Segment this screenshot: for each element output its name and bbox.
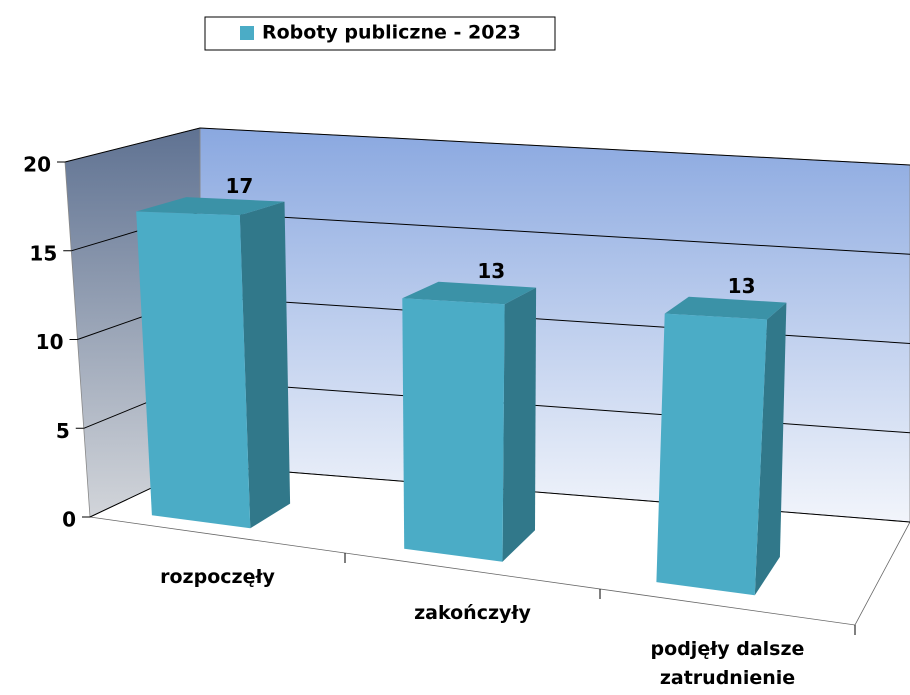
back-wall xyxy=(199,127,910,523)
x-label-box: zakończyły xyxy=(414,602,531,624)
legend: Roboty publiczne - 2023 xyxy=(204,16,556,51)
x-tick-label: podjęły dalsze zatrudnienie xyxy=(650,638,805,689)
bar-side xyxy=(754,302,787,596)
bar-side xyxy=(239,201,291,529)
x-label-box: rozpoczęły xyxy=(160,566,275,588)
bar-top xyxy=(402,281,537,305)
grid-line xyxy=(64,127,910,166)
legend-label: Roboty publiczne - 2023 xyxy=(262,22,521,44)
y-tick-label: 0 xyxy=(62,508,76,532)
y-tick-label: 20 xyxy=(23,153,51,177)
legend-box xyxy=(204,16,556,51)
y-tick-label: 15 xyxy=(29,241,57,265)
bar xyxy=(656,313,767,596)
bar-top xyxy=(664,296,787,320)
bar xyxy=(136,211,251,529)
bar xyxy=(402,298,505,562)
y-tick-label: 5 xyxy=(56,419,70,443)
y-tick-label: 10 xyxy=(36,330,64,354)
bar-side xyxy=(502,287,537,562)
data-label: 13 xyxy=(728,274,756,298)
bar-top xyxy=(136,197,285,216)
data-label: 13 xyxy=(477,259,505,283)
data-label: 17 xyxy=(225,174,253,198)
x-tick-label: zakończyły xyxy=(414,602,531,624)
x-tick-label: rozpoczęły xyxy=(160,566,275,588)
legend-swatch xyxy=(240,26,254,40)
x-label-box: podjęły dalsze zatrudnienie xyxy=(650,638,805,689)
